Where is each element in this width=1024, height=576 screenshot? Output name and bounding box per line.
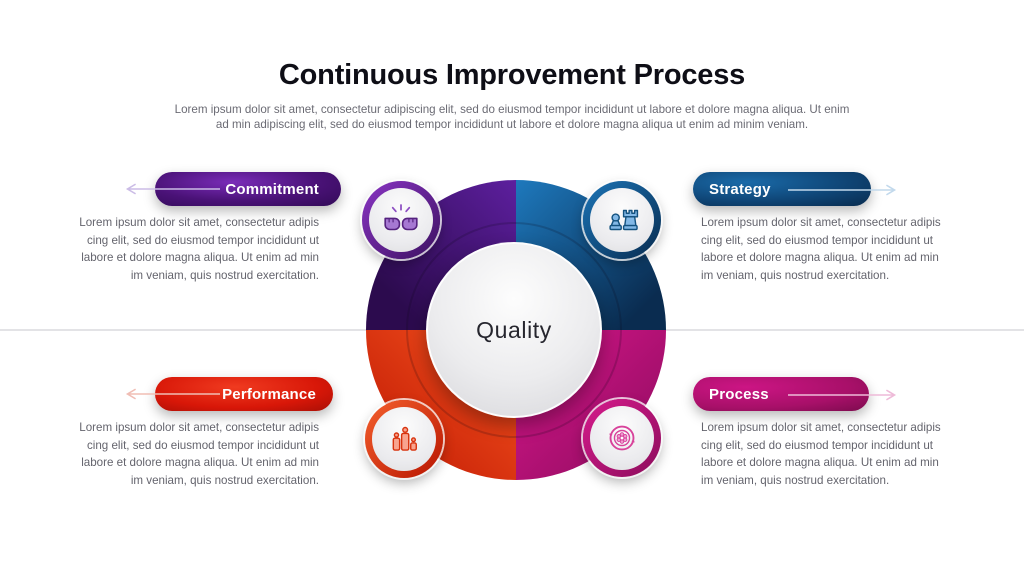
quality-cycle-diagram: Quality — [362, 180, 666, 480]
performance-node[interactable] — [365, 400, 443, 478]
process-node[interactable] — [583, 399, 661, 477]
commitment-pill-label: Commitment — [225, 180, 319, 198]
page-title: Continuous Improvement Process — [278, 59, 746, 92]
arrow-left-icon — [125, 388, 220, 400]
commitment-node-inner — [369, 188, 433, 252]
chess-strategy-icon — [609, 209, 639, 231]
performance-node-inner — [372, 407, 436, 471]
fist-bump-icon — [384, 204, 418, 231]
commitment-node[interactable] — [362, 181, 440, 259]
arrow-right-icon — [788, 184, 897, 196]
strategy-pill-label: Strategy — [709, 180, 771, 198]
performance-pill-label: Performance — [222, 385, 316, 403]
process-node-inner — [590, 406, 654, 470]
target-icon — [609, 425, 635, 451]
bar-chart-icon — [392, 426, 417, 451]
arrow-left-icon — [125, 183, 220, 195]
commitment-description: Lorem ipsum dolor sit amet, consectetur … — [79, 216, 319, 282]
arrow-right-icon — [788, 389, 897, 401]
strategy-description: Lorem ipsum dolor sit amet, consectetur … — [701, 216, 941, 282]
strategy-node-inner — [590, 188, 654, 252]
strategy-pill[interactable]: Strategy — [693, 172, 871, 206]
process-pill-label: Process — [709, 385, 769, 403]
strategy-node[interactable] — [583, 181, 661, 259]
inner-ring — [406, 222, 622, 438]
process-description: Lorem ipsum dolor sit amet, consectetur … — [701, 421, 941, 487]
quality-center-circle[interactable]: Quality — [426, 242, 602, 418]
quality-label: Quality — [476, 316, 552, 343]
process-pill[interactable]: Process — [693, 377, 869, 411]
page-subtitle: Lorem ipsum dolor sit amet, consectetur … — [174, 102, 850, 132]
performance-description: Lorem ipsum dolor sit amet, consectetur … — [79, 421, 319, 487]
